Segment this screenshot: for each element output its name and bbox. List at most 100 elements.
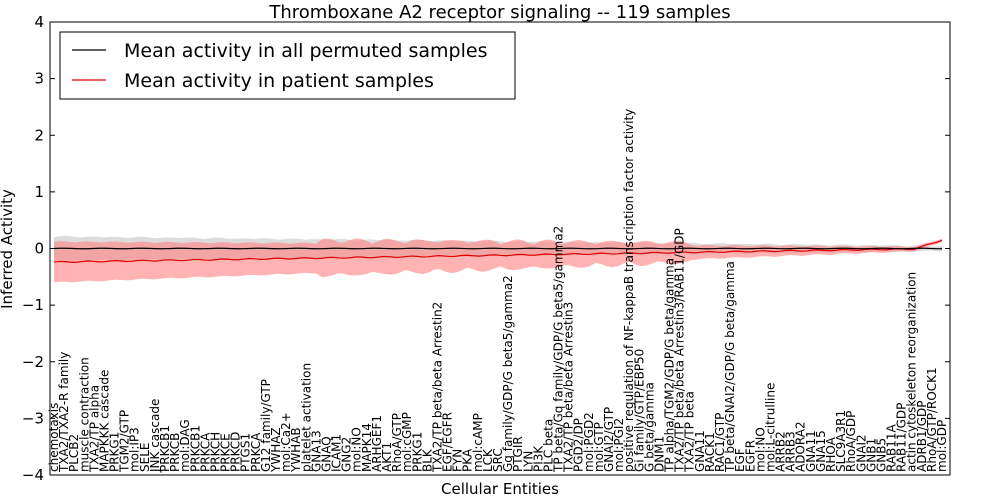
entity-label: RhoA/GTP/ROCK1 <box>925 367 939 472</box>
entity-label: SLC9A3R1 <box>834 410 848 472</box>
entity-label: ARRB2 <box>774 431 788 472</box>
patient-band <box>54 238 942 283</box>
entity-label: YWHAZ <box>269 427 283 473</box>
entity-label: muscle contraction <box>77 357 91 472</box>
entity-label: PKA <box>461 448 475 472</box>
y-tick-label: −1 <box>22 296 44 314</box>
entity-label: G12 family/GTP <box>259 379 273 472</box>
entity-label: GNA11 <box>804 430 818 472</box>
entity-label: JNK cascade <box>148 399 162 473</box>
entity-label: mol:DAG <box>178 419 192 472</box>
entity-label: mol:Ca2+ <box>279 412 293 472</box>
entity-label: RhoA/GDP <box>844 411 858 472</box>
entity-label: ADORA2 <box>794 421 808 472</box>
entity-label: SELE <box>138 443 152 472</box>
entity-label: PTGS1 <box>239 433 253 472</box>
entity-label: RhoA/GTP <box>390 413 404 472</box>
entity-label: AKT1 <box>380 442 394 472</box>
entity-label: TXA2/TP alpha <box>87 385 101 473</box>
entity-label: PRKCH <box>208 432 222 472</box>
entity-label: PLCB2 <box>67 434 81 472</box>
legend-label-permuted: Mean activity in all permuted samples <box>124 40 487 62</box>
entity-label: PRKCB1 <box>188 425 202 472</box>
entity-label: mol:GDP <box>935 420 949 472</box>
entity-label: mol:NO <box>350 427 364 472</box>
entity-label: YWHAB <box>289 427 303 473</box>
entity-label: PRKCD <box>229 432 243 472</box>
entity-label: TP alpha/TGM2/GDP/G beta/gamma <box>663 258 677 473</box>
entity-label: mol:L-citrulline <box>763 383 777 472</box>
entity-label: PTGIR <box>511 436 525 472</box>
entity-label: EGF/EGFR <box>441 412 455 472</box>
entity-label: BLK <box>420 448 434 472</box>
entity-label: Gi family/GTP/EBP50 <box>632 349 646 472</box>
chart-title: Thromboxane A2 receptor signaling -- 119… <box>268 2 730 23</box>
entity-label: DNM1 <box>652 436 666 472</box>
legend: Mean activity in all permuted samples Me… <box>59 31 516 100</box>
entity-label: RAC1/GTP <box>713 413 727 472</box>
y-axis-label: Inferred Activity <box>0 189 16 309</box>
entity-label: PRKCE <box>219 433 233 472</box>
entity-label: LYN <box>521 451 535 472</box>
entity-label: PRKCB <box>168 433 182 472</box>
entity-label: PRKCA <box>249 432 263 472</box>
entity-label: GNAI2 <box>854 434 868 472</box>
entity-label: platelet activation <box>299 363 313 472</box>
entity-label: mol:PGD2 <box>582 412 596 472</box>
entity-label: GNA13 <box>309 430 323 472</box>
y-tick-label: 4 <box>34 13 44 31</box>
y-tick-label: −3 <box>22 409 44 427</box>
entity-label: GNB5 <box>874 438 888 472</box>
entity-label: mol:NO <box>753 427 767 472</box>
entity-label: EGF <box>733 448 747 472</box>
entity-label: GNG2 <box>340 437 354 472</box>
entity-label: MAPKKK cascade <box>97 370 111 472</box>
permuted-mean-line <box>53 247 943 250</box>
entity-label: PRKCB1 <box>158 425 172 472</box>
entity-label: RACK1 <box>703 432 717 472</box>
entity-label: MAPK14 <box>360 423 374 472</box>
entity-label: TXA2/TXA2-R family <box>57 352 71 473</box>
entity-label: Gq family/GDP/G beta5/gamma2 <box>501 275 515 472</box>
entity-label: GNAQ <box>319 436 333 472</box>
entity-label: RHOA <box>824 436 838 472</box>
entity-label: ICAM1 <box>330 434 344 472</box>
entity-label: TXA2/TP beta/beta Arrestin2 <box>430 302 444 473</box>
entity-label: mol:cGMP <box>400 412 414 472</box>
entity-label: PI3K <box>531 445 545 472</box>
entity-label: positive regulation of NF-kappaB transcr… <box>622 109 636 472</box>
entity-label: TGM2/GTP <box>118 410 132 473</box>
entity-label: RAB11A <box>885 423 899 472</box>
y-tick-label: −4 <box>22 466 44 484</box>
entity-label: TP beta/GNAI2/GDP/G beta/gamma <box>723 261 737 473</box>
entity-label: SRC <box>491 448 505 472</box>
entity-label: PLC beta <box>541 419 555 472</box>
entity-label: PRKG1 <box>410 432 424 472</box>
entity-label: FYN <box>451 449 465 472</box>
entity-label: TP beta/Gq family/GDP/G beta5/gamma2 <box>552 226 566 473</box>
entity-label: TXA2/TP beta <box>683 391 697 473</box>
y-tick-label: 3 <box>34 70 44 88</box>
entity-label: G beta/gamma <box>642 382 656 472</box>
entity-label: GNA11 <box>693 430 707 472</box>
entity-label: TXA2/TP beta/beta Arrestin3/RAB11/GDP <box>673 228 687 473</box>
entity-label: RAB11/GDP <box>895 403 909 472</box>
entity-label: mol:PGI2 <box>612 418 626 472</box>
x-axis-label: Cellular Entities <box>441 480 559 498</box>
entity-label: EGFR <box>743 440 757 472</box>
patient-mean-line <box>53 239 943 263</box>
entity-label: ARHGEF1 <box>370 415 384 472</box>
legend-box <box>59 31 516 100</box>
y-axis: 4 3 2 1 0 −1 −2 −3 −4 <box>22 13 950 484</box>
entity-label: PRKG1 <box>108 432 122 472</box>
entity-label: TXA2/TP beta/beta Arrestin3 <box>562 302 576 473</box>
legend-label-patient: Mean activity in patient samples <box>124 70 434 92</box>
entity-label: LCK <box>481 448 495 472</box>
entity-label: mol:GTP <box>592 422 606 472</box>
entity-label: PRKCA <box>198 432 212 472</box>
y-tick-label: 2 <box>34 126 44 144</box>
entity-label: ADRB1/GDP <box>915 401 929 472</box>
entity-label: GNA15 <box>814 430 828 472</box>
